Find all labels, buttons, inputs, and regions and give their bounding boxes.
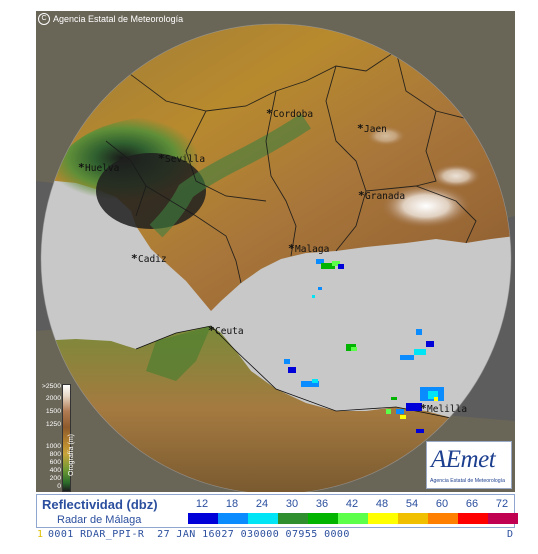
legend-value: 36 — [315, 498, 329, 510]
legend-swatch — [428, 513, 458, 524]
legend-swatch — [458, 513, 488, 524]
legend-value: 18 — [225, 498, 239, 510]
legend-swatch — [218, 513, 248, 524]
svg-text:*: * — [158, 152, 165, 165]
orography-tick: 400 — [49, 467, 61, 474]
legend-swatch — [308, 513, 338, 524]
orography-tick: 600 — [49, 459, 61, 466]
aemet-logo: AEmet Agencia Estatal de Meteorología — [426, 441, 512, 489]
radar-echoes — [284, 259, 444, 433]
svg-text:*: * — [266, 107, 273, 120]
city-malaga: * Malaga — [288, 242, 329, 255]
legend-value: 48 — [375, 498, 389, 510]
city-granada: * Granada — [358, 189, 405, 202]
city-label: Huelva — [85, 163, 119, 174]
status-index: 1 — [37, 529, 44, 540]
orography-tick: 1000 — [45, 443, 61, 450]
radar-map: * Cordoba * Jaen * Huelva * Sevilla * Gr… — [36, 11, 515, 492]
svg-text:*: * — [78, 161, 85, 174]
legend-subtitle: Radar de Málaga — [57, 514, 142, 526]
logo-subtitle: Agencia Estatal de Meteorología — [430, 478, 505, 484]
city-label: Cordoba — [273, 109, 313, 120]
city-label: Granada — [365, 191, 405, 202]
city-label: Sevilla — [165, 154, 205, 165]
svg-text:*: * — [131, 252, 138, 265]
city-label: Jaen — [364, 124, 387, 135]
legend-swatch — [488, 513, 518, 524]
legend-value: 24 — [255, 498, 269, 510]
legend-value: 42 — [345, 498, 359, 510]
city-label: Cadiz — [138, 254, 167, 265]
legend-value: 72 — [495, 498, 509, 510]
radar-map-canvas: * Cordoba * Jaen * Huelva * Sevilla * Gr… — [36, 11, 515, 492]
orography-tick: 200 — [49, 475, 61, 482]
svg-text:*: * — [288, 242, 295, 255]
legend-values: 12 18 24 30 36 42 48 54 60 66 72 — [187, 498, 517, 512]
orography-title: Orografía (m) — [68, 398, 78, 478]
legend-swatch — [368, 513, 398, 524]
legend-value: 66 — [465, 498, 479, 510]
city-ceuta: * Ceuta — [208, 324, 244, 337]
legend-value: 54 — [405, 498, 419, 510]
orography-tick: 2000 — [45, 395, 61, 402]
legend-swatch — [398, 513, 428, 524]
legend-swatch — [188, 513, 218, 524]
legend-title: Reflectividad (dbz) — [42, 497, 158, 512]
city-melilla: * Melilla — [420, 402, 467, 415]
orography-color-bar — [62, 384, 71, 492]
copyright-text: Agencia Estatal de Meteorología — [53, 14, 184, 24]
legend-value: 60 — [435, 498, 449, 510]
logo-mark: AEmet — [431, 446, 496, 473]
legend-swatches — [188, 513, 518, 524]
city-label: Malaga — [295, 244, 329, 255]
svg-text:*: * — [208, 324, 215, 337]
city-cadiz: * Cadiz — [131, 252, 167, 265]
legend-swatch — [278, 513, 308, 524]
city-label: Melilla — [427, 404, 467, 415]
reflectivity-legend: Reflectividad (dbz) Radar de Málaga 12 1… — [36, 494, 518, 528]
orography-tick: >2500 — [41, 383, 61, 390]
city-sevilla: * Sevilla — [158, 152, 205, 165]
legend-value: 30 — [285, 498, 299, 510]
city-jaen: * Jaen — [357, 122, 387, 135]
svg-text:*: * — [420, 402, 427, 415]
city-label: Ceuta — [215, 326, 244, 337]
status-bar: 1 0001 RDAR_PPI-R 27 JAN 16027 030000 07… — [36, 528, 515, 542]
orography-tick: 1250 — [45, 421, 61, 428]
city-cordoba: * Cordoba — [266, 107, 313, 120]
orography-tick: 0 — [57, 483, 61, 490]
status-right: D — [506, 529, 513, 540]
city-huelva: * Huelva — [78, 161, 119, 174]
copyright-icon: C — [38, 13, 50, 25]
orography-tick: 800 — [49, 451, 61, 458]
status-text: 0001 RDAR_PPI-R 27 JAN 16027 030000 0795… — [48, 529, 350, 540]
orography-tick: 1500 — [45, 408, 61, 415]
legend-swatch — [338, 513, 368, 524]
legend-swatch — [248, 513, 278, 524]
copyright-notice: C Agencia Estatal de Meteorología — [38, 13, 183, 25]
legend-value: 12 — [195, 498, 209, 510]
svg-text:*: * — [357, 122, 364, 135]
orography-title-text: Orografía (m) — [68, 433, 75, 476]
svg-text:*: * — [358, 189, 365, 202]
